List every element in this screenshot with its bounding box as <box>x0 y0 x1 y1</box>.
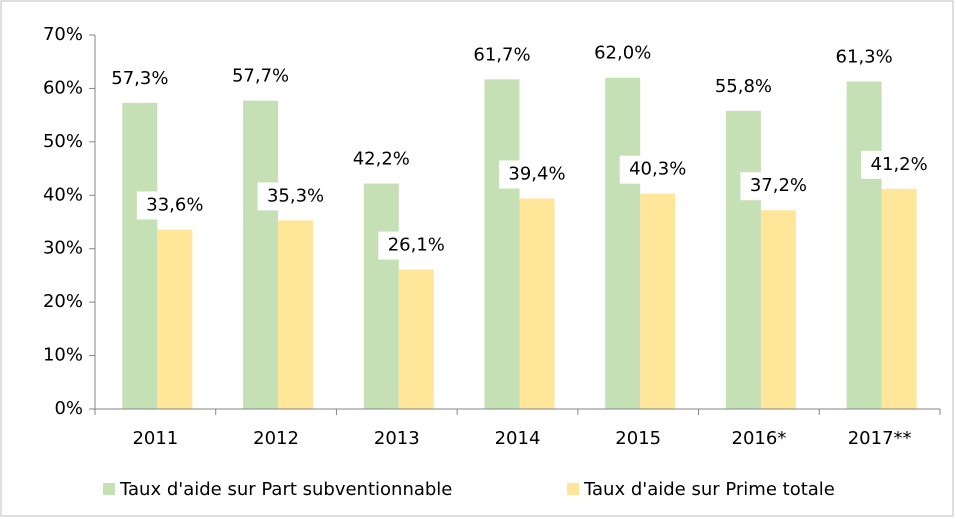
x-tick-label: 2015 <box>615 428 661 449</box>
data-label: 41,2% <box>871 154 928 175</box>
legend-swatch <box>103 483 115 495</box>
data-label: 35,3% <box>267 185 324 206</box>
y-tick-label: 40% <box>43 184 83 205</box>
bar <box>519 198 555 409</box>
bar <box>122 102 158 410</box>
x-tick-label: 2013 <box>374 428 420 449</box>
data-label: 39,4% <box>508 163 565 184</box>
x-tick-label: 2011 <box>132 428 178 449</box>
y-tick-label: 70% <box>43 24 83 45</box>
bar <box>157 229 193 409</box>
data-label: 33,6% <box>146 194 203 215</box>
bar <box>760 210 796 409</box>
bar <box>605 77 641 409</box>
data-label: 26,1% <box>388 235 445 256</box>
data-label: 42,2% <box>353 149 410 170</box>
data-label-bg <box>343 145 420 174</box>
data-label-bg <box>740 172 817 201</box>
y-tick-label: 10% <box>43 345 83 366</box>
bar <box>846 81 882 410</box>
bar <box>243 100 279 410</box>
y-tick-label: 50% <box>43 131 83 152</box>
y-tick-label: 60% <box>43 77 83 98</box>
x-tick-label: 2014 <box>495 428 541 449</box>
data-label-bg <box>257 182 334 211</box>
bar <box>278 220 314 409</box>
data-label-bg <box>378 231 455 260</box>
data-label: 40,3% <box>629 159 686 180</box>
legend-label: Taux d'aide sur Prime totale <box>583 479 835 500</box>
data-label-bg <box>499 160 575 189</box>
y-tick-label: 30% <box>43 238 83 259</box>
data-label: 37,2% <box>750 175 807 196</box>
data-label: 55,8% <box>715 76 772 97</box>
data-label-bg <box>619 155 696 184</box>
bar <box>640 193 676 409</box>
data-label-bg <box>584 39 661 68</box>
legend-label: Taux d'aide sur Part subventionnable <box>119 479 452 500</box>
x-tick-label: 2016* <box>732 428 787 449</box>
data-label: 61,3% <box>836 46 893 67</box>
data-label-bg <box>222 62 299 91</box>
y-tick-label: 0% <box>54 398 83 419</box>
data-label: 57,7% <box>232 66 289 87</box>
x-tick-label: 2012 <box>253 428 299 449</box>
y-tick-label: 20% <box>43 291 83 312</box>
data-label-bg <box>861 150 938 179</box>
bar <box>398 269 434 409</box>
data-label: 57,3% <box>111 68 168 89</box>
data-label-bg <box>705 72 782 101</box>
legend-swatch <box>567 483 579 495</box>
x-tick-label: 2017** <box>848 428 912 449</box>
data-label-bg <box>464 41 540 70</box>
data-label: 62,0% <box>594 43 651 64</box>
bar <box>881 188 917 409</box>
bar <box>484 79 520 410</box>
data-label-bg <box>136 191 213 220</box>
data-label: 61,7% <box>473 44 530 65</box>
data-label-bg <box>101 64 178 93</box>
bar <box>363 183 399 409</box>
bar <box>725 110 761 410</box>
data-label-bg <box>826 43 903 72</box>
